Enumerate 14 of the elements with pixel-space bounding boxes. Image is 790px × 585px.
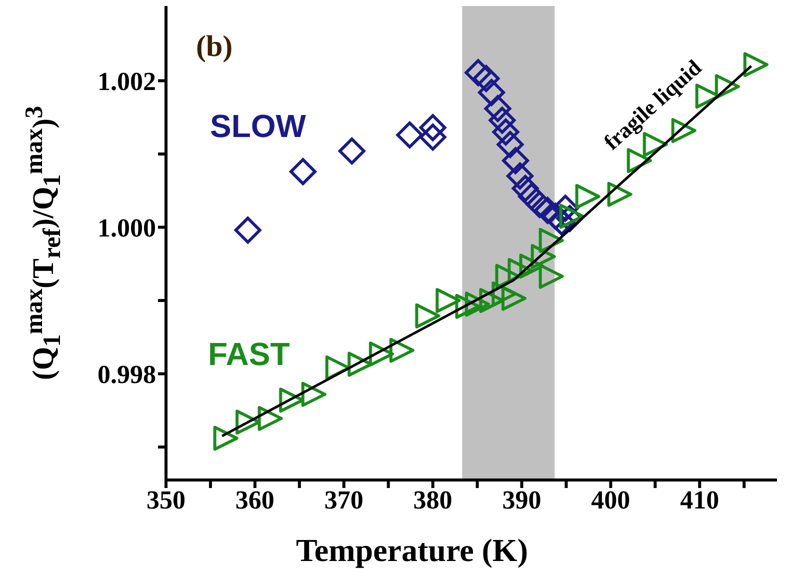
x-tick-label: 390 [502, 485, 542, 514]
y-tick-label: 0.998 [98, 360, 156, 389]
annotation: (b) [196, 30, 233, 64]
x-tick-label: 380 [413, 485, 452, 514]
y-tick-label: 1.000 [98, 213, 156, 242]
x-axis-title: Temperature (K) [296, 532, 528, 569]
x-tick-label: 350 [146, 485, 186, 514]
x-tick-label: 410 [680, 485, 720, 514]
x-tick-label: 370 [324, 485, 364, 514]
x-tick-label: 360 [235, 485, 274, 514]
series-label: SLOW [210, 108, 306, 145]
x-tick-label: 400 [591, 485, 630, 514]
y-tick-label: 1.002 [98, 66, 156, 96]
series-label: FAST [208, 336, 290, 373]
